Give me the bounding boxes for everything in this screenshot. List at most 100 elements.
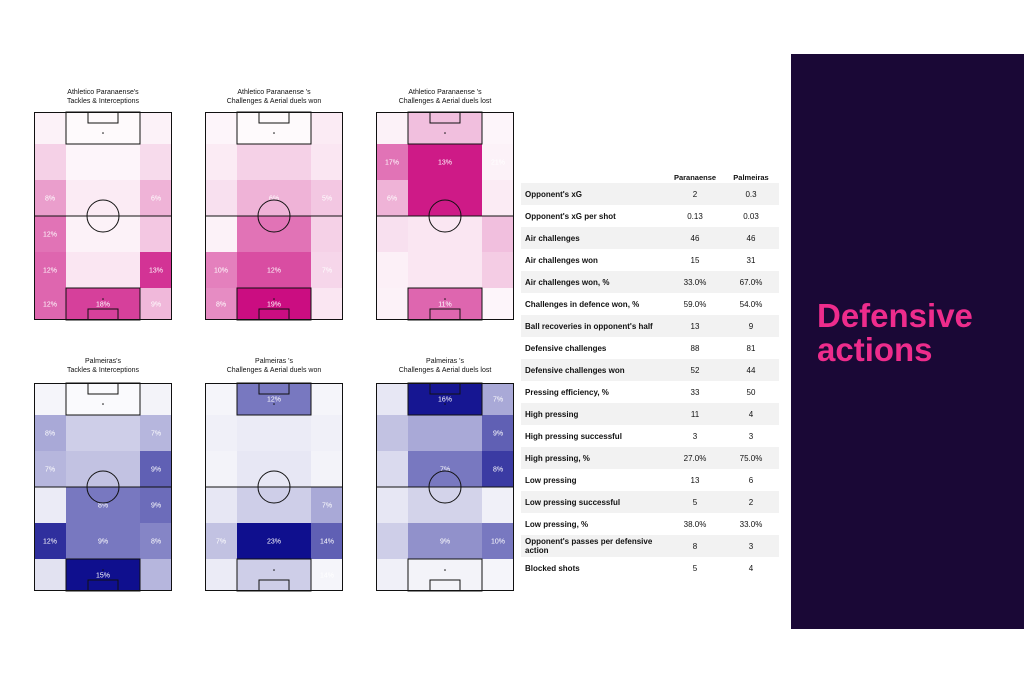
stat-value-team-a: 13: [690, 475, 700, 485]
heatmap-cell: [66, 180, 140, 216]
pitch-title-6: Palmeiras 's Challenges & Aerial duels l…: [355, 357, 535, 375]
heatmap-cell: [140, 487, 172, 523]
heatmap-cell: [237, 451, 311, 487]
pitch-heatmap-6: 16% 7% 9% 7% 8% 9% 10%: [376, 382, 514, 592]
stat-value-team-a: 46: [667, 227, 723, 249]
heatmap-cell: [376, 288, 408, 320]
heatmap-cell: [376, 144, 408, 180]
heatmap-cell: [376, 180, 408, 216]
heatmap-cell: [66, 451, 140, 487]
stat-label: Opponent's passes per defensive action: [521, 535, 667, 557]
top-penalty-spot: [273, 403, 275, 405]
heatmap-cell: [482, 451, 514, 487]
stat-value-team-a: 38.0%: [683, 519, 707, 529]
heatmap-cell: [237, 415, 311, 451]
heatmap-cell: [311, 451, 343, 487]
heatmap-cell: [311, 180, 343, 216]
table-row: High pressing successful 3 3: [521, 425, 779, 447]
heatmap-cell: [66, 415, 140, 451]
heatmap-cell: [408, 487, 482, 523]
table-row: High pressing, % 27.0% 75.0%: [521, 447, 779, 469]
heatmap-cell: [237, 288, 311, 320]
pitch-title-1-line2: Tackles & Interceptions: [67, 98, 139, 105]
stats-header-team-a: Paranaense: [673, 172, 717, 182]
heatmap-cell: [237, 383, 311, 415]
heatmap-cell: [205, 383, 237, 415]
bottom-goal-box: [429, 579, 461, 592]
stats-header-row: Paranaense Palmeiras: [521, 171, 779, 183]
center-circle: [257, 199, 291, 233]
heatmap-cell: [311, 383, 343, 415]
heatmap-cell: [66, 252, 140, 288]
stat-label: High pressing, %: [521, 447, 667, 469]
table-row: Air challenges won, % 33.0% 67.0%: [521, 271, 779, 293]
heatmap-cell: [237, 112, 311, 144]
heatmap-label: 9%: [151, 302, 161, 309]
heatmap-cell: [408, 383, 482, 415]
heatmap-cell: [237, 559, 311, 591]
heatmap-cell: [237, 144, 311, 180]
pitch-title-4-line2: Tackles & Interceptions: [67, 367, 139, 374]
heatmap-cell: [482, 252, 514, 288]
table-row: Opponent's xG 2 0.3: [521, 183, 779, 205]
pitch-title-3-line1: Athletico Paranaense 's: [408, 89, 482, 96]
heatmap-cell: [376, 415, 408, 451]
heatmap-label: 19%: [267, 302, 281, 309]
heatmap-cell: [34, 523, 66, 559]
pitch-heatmap-1: 8% 6% 12% 12% 13% 12% 18% 9%: [34, 111, 172, 321]
title-panel: Defensive actions: [791, 54, 1024, 629]
heatmap-cell: [205, 252, 237, 288]
pitch-title-4: Palmeiras's Tackles & Interceptions: [13, 357, 193, 375]
top-goal-box: [429, 111, 461, 124]
heatmap-label: 12%: [43, 268, 57, 275]
heatmap-label: 8%: [45, 431, 55, 438]
stat-value-team-b: 3: [748, 431, 754, 441]
heatmap-label: 7%: [440, 467, 450, 474]
heatmap-cell: [311, 559, 343, 591]
stat-label: Defensive challenges: [525, 343, 607, 353]
heatmap-label: 13%: [438, 160, 452, 167]
stat-label: Opponent's xG: [521, 183, 667, 205]
stat-label: Defensive challenges won: [521, 359, 667, 381]
heatmap-cell: [376, 451, 408, 487]
stat-label: Pressing efficiency, %: [525, 387, 609, 397]
top-penalty-spot: [444, 132, 446, 134]
heatmap-cell: [66, 144, 140, 180]
pitch-title-1: Athletico Paranaense's Tackles & Interce…: [13, 88, 193, 106]
pitch-title-2: Athletico Paranaense 's Challenges & Aer…: [184, 88, 364, 106]
heatmap-cell: [376, 252, 408, 288]
table-row: Pressing efficiency, % 33 50: [521, 381, 779, 403]
table-row: Air challenges 46 46: [521, 227, 779, 249]
stat-value-team-a: 3: [692, 431, 698, 441]
heatmap-cell: [408, 288, 482, 320]
heatmap-label: 9%: [493, 431, 503, 438]
top-goal-box: [87, 382, 119, 395]
heatmap-cell: [408, 415, 482, 451]
stats-header-team-b: Palmeiras: [733, 172, 769, 182]
heatmap-cell: [376, 383, 408, 415]
heatmap-cell: [408, 216, 482, 252]
heatmap-label: 12%: [43, 302, 57, 309]
table-row: Opponent's xG per shot 0.13 0.03: [521, 205, 779, 227]
bottom-goal-box: [258, 579, 290, 592]
bottom-goal-box: [429, 308, 461, 321]
heatmap-cell: [311, 487, 343, 523]
heatmap-cell: [408, 523, 482, 559]
pitch-title-2-line2: Challenges & Aerial duels won: [226, 98, 322, 105]
heatmap-cell: [34, 383, 66, 415]
bottom-penalty-spot: [444, 298, 446, 300]
heatmap-label: 18%: [96, 302, 110, 309]
pitch-heatmap-3: 17% 13% 21% 6% 11%: [376, 111, 514, 321]
stat-value-team-b: 46: [723, 227, 779, 249]
stat-value-team-b: 31: [746, 255, 756, 265]
heatmap-cell: [205, 144, 237, 180]
heatmap-cell: [408, 144, 482, 180]
table-row: Low pressing successful 5 2: [521, 491, 779, 513]
heatmap-cell: [311, 523, 343, 559]
heatmap-cell: [205, 180, 237, 216]
pitch-title-3: Athletico Paranaense 's Challenges & Aer…: [355, 88, 535, 106]
heatmap-cell: [205, 415, 237, 451]
heatmap-label: 12%: [43, 232, 57, 239]
stat-value-team-a: 5: [667, 491, 723, 513]
heatmap-cell: [482, 216, 514, 252]
